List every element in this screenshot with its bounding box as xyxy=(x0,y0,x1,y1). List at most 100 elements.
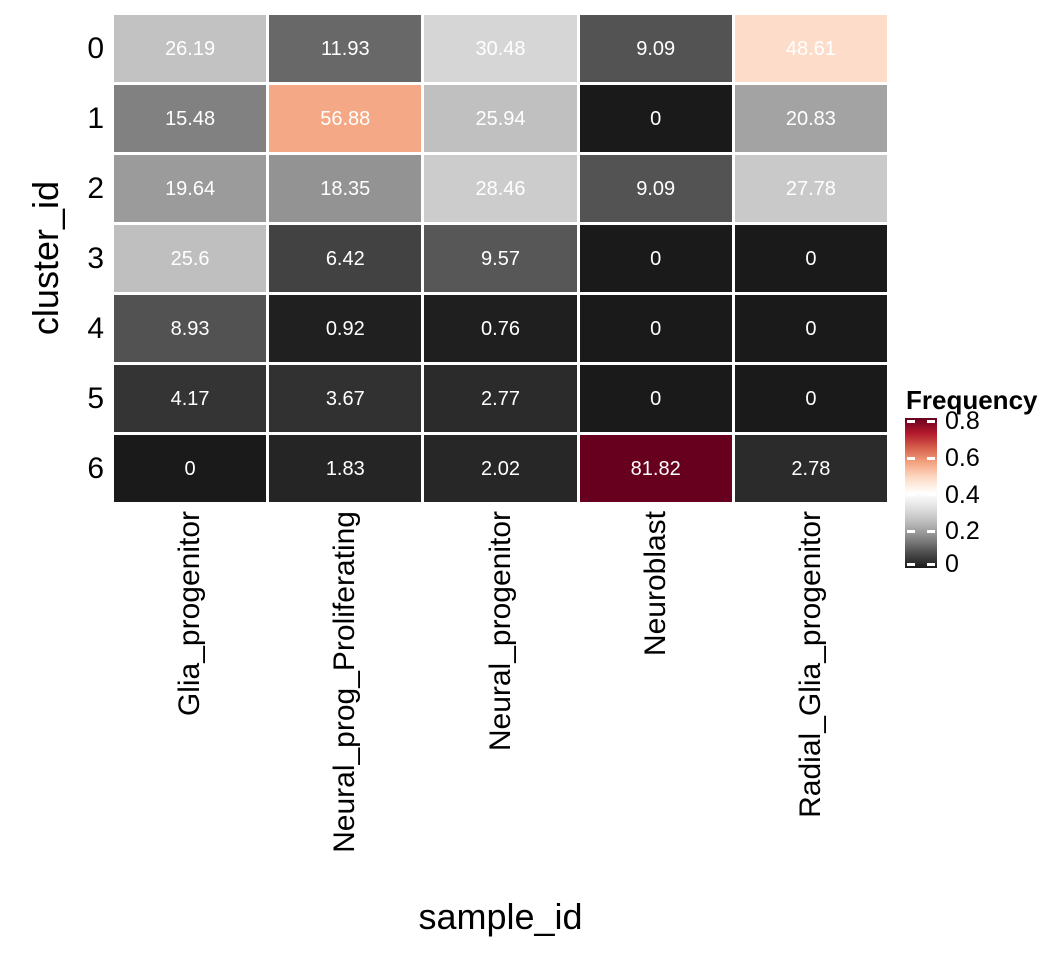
y-tick-label: 4 xyxy=(87,311,104,345)
heatmap-cell: 2.78 xyxy=(734,435,887,502)
heatmap-cell-value: 25.94 xyxy=(475,107,526,130)
heatmap-cell-value: 48.61 xyxy=(785,37,836,60)
heatmap-cell: 4.17 xyxy=(114,365,267,432)
heatmap-cell: 11.93 xyxy=(269,15,422,82)
x-tick-label-wrap: Neural_progenitor xyxy=(483,511,519,751)
legend-tick-dash-right xyxy=(927,562,935,566)
legend-tick-label: 0.4 xyxy=(945,480,980,509)
heatmap-cell: 26.19 xyxy=(114,15,267,82)
heatmap-cell-value: 0 xyxy=(650,247,662,270)
x-tick-label-wrap: Neuroblast xyxy=(638,511,674,656)
heatmap-cell: 0 xyxy=(579,225,732,292)
heatmap-cell: 25.94 xyxy=(424,85,577,152)
heatmap-cell: 9.57 xyxy=(424,225,577,292)
heatmap-cell: 8.93 xyxy=(114,295,267,362)
x-tick-label: Neural_prog_Proliferating xyxy=(328,511,362,853)
x-tick-label: Radial_Glia_progenitor xyxy=(793,511,827,818)
heatmap-cell-value: 2.77 xyxy=(481,387,520,410)
heatmap-cell: 0 xyxy=(734,365,887,432)
heatmap-cell: 0 xyxy=(579,85,732,152)
y-tick-label: 6 xyxy=(87,451,104,485)
heatmap-cell: 0 xyxy=(734,225,887,292)
heatmap-cell-value: 15.48 xyxy=(165,107,216,130)
y-tick-label: 3 xyxy=(87,241,104,275)
legend-tick-label: 0.8 xyxy=(945,407,980,436)
heatmap-cell: 0.76 xyxy=(424,295,577,362)
heatmap-cell: 2.77 xyxy=(424,365,577,432)
heatmap-cell: 18.35 xyxy=(269,155,422,222)
heatmap-cell-value: 9.09 xyxy=(636,177,676,200)
heatmap-cell: 9.09 xyxy=(579,155,732,222)
heatmap-cell-value: 26.19 xyxy=(165,37,216,60)
heatmap-cell-value: 56.88 xyxy=(320,107,371,130)
legend-tick-dash-right xyxy=(927,456,935,460)
heatmap-cell-value: 9.57 xyxy=(481,247,520,270)
x-tick-label: Neural_progenitor xyxy=(483,511,517,752)
y-tick-label: 2 xyxy=(87,171,104,205)
heatmap-cell-value: 3.67 xyxy=(325,387,365,410)
heatmap-cell: 27.78 xyxy=(734,155,887,222)
heatmap-cell: 0 xyxy=(579,365,732,432)
legend: Frequency 0.8 0.6 0.4 0.2 0 xyxy=(905,385,1056,600)
x-tick-label-wrap: Neural_prog_Proliferating xyxy=(327,511,363,853)
heatmap-cell: 1.83 xyxy=(269,435,422,502)
heatmap-cell-value: 30.48 xyxy=(475,37,526,60)
heatmap-cell-value: 0 xyxy=(184,457,196,480)
x-tick-label-wrap: Radial_Glia_progenitor xyxy=(793,511,829,818)
y-tick-label: 1 xyxy=(87,101,104,135)
x-tick-label: Neuroblast xyxy=(638,511,672,657)
heatmap-cell-value: 1.83 xyxy=(325,457,365,480)
heatmap-cell: 20.83 xyxy=(734,85,887,152)
legend-tick-dash-right xyxy=(927,493,935,497)
y-tick-label: 5 xyxy=(87,381,104,415)
heatmap-cell-value: 0 xyxy=(650,317,662,340)
legend-tick-dash-right xyxy=(927,419,935,423)
heatmap-cell: 6.42 xyxy=(269,225,422,292)
heatmap-cell: 3.67 xyxy=(269,365,422,432)
heatmap-cell-value: 0 xyxy=(650,387,662,410)
legend-tick-dash-left xyxy=(907,456,915,460)
heatmap-cell-value: 2.78 xyxy=(791,457,831,480)
legend-tick-dash-left xyxy=(907,493,915,497)
heatmap-cell-value: 6.42 xyxy=(325,247,365,270)
heatmap-cell: 0 xyxy=(734,295,887,362)
heatmap-cell-value: 0.92 xyxy=(325,317,365,340)
legend-tick-dash-left xyxy=(907,562,915,566)
heatmap-cell-value: 8.93 xyxy=(170,317,210,340)
heatmap-cell: 30.48 xyxy=(424,15,577,82)
heatmap-cell-value: 4.17 xyxy=(170,387,210,410)
heatmap-cell-value: 18.35 xyxy=(320,177,371,200)
y-tick-label: 0 xyxy=(87,31,104,65)
legend-tick-dash-left xyxy=(907,419,915,423)
x-tick-label-wrap: Glia_progenitor xyxy=(172,511,208,716)
heatmap-cell: 19.64 xyxy=(114,155,267,222)
heatmap-cell: 25.6 xyxy=(114,225,267,292)
heatmap-cell-value: 28.46 xyxy=(475,177,526,200)
legend-tick-dash-right xyxy=(927,529,935,533)
heatmap-cell-value: 27.78 xyxy=(785,177,836,200)
x-axis-title: sample_id xyxy=(418,896,583,937)
heatmap-cell-value: 81.82 xyxy=(630,457,681,480)
heatmap-cell-value: 25.6 xyxy=(170,247,210,270)
heatmap-cell: 48.61 xyxy=(734,15,887,82)
legend-tick-label: 0.6 xyxy=(945,444,980,472)
heatmap-cell-value: 2.02 xyxy=(481,457,520,480)
heatmap-cell: 15.48 xyxy=(114,85,267,152)
heatmap-cell-value: 0 xyxy=(805,247,817,270)
heatmap-cell: 0 xyxy=(579,295,732,362)
legend-tick-dash-left xyxy=(907,529,915,533)
heatmap-grid: 26.19 11.93 30.48 9.09 48.61 15.48 56.88 25.94 0… xyxy=(114,15,887,502)
heatmap-cell-value: 20.83 xyxy=(785,107,836,130)
heatmap-cell-value: 0 xyxy=(805,387,817,410)
heatmap-cell: 2.02 xyxy=(424,435,577,502)
heatmap-cell: 0.92 xyxy=(269,295,422,362)
x-tick-label: Glia_progenitor xyxy=(173,511,207,717)
legend-tick-label: 0.2 xyxy=(945,517,980,546)
heatmap-cell-value: 19.64 xyxy=(165,177,216,200)
heatmap-cell-value: 0 xyxy=(650,107,662,130)
heatmap-cell-value: 0 xyxy=(805,317,817,340)
heatmap-cell: 9.09 xyxy=(579,15,732,82)
heatmap-cell-value: 0.76 xyxy=(481,317,520,340)
heatmap-cell: 28.46 xyxy=(424,155,577,222)
